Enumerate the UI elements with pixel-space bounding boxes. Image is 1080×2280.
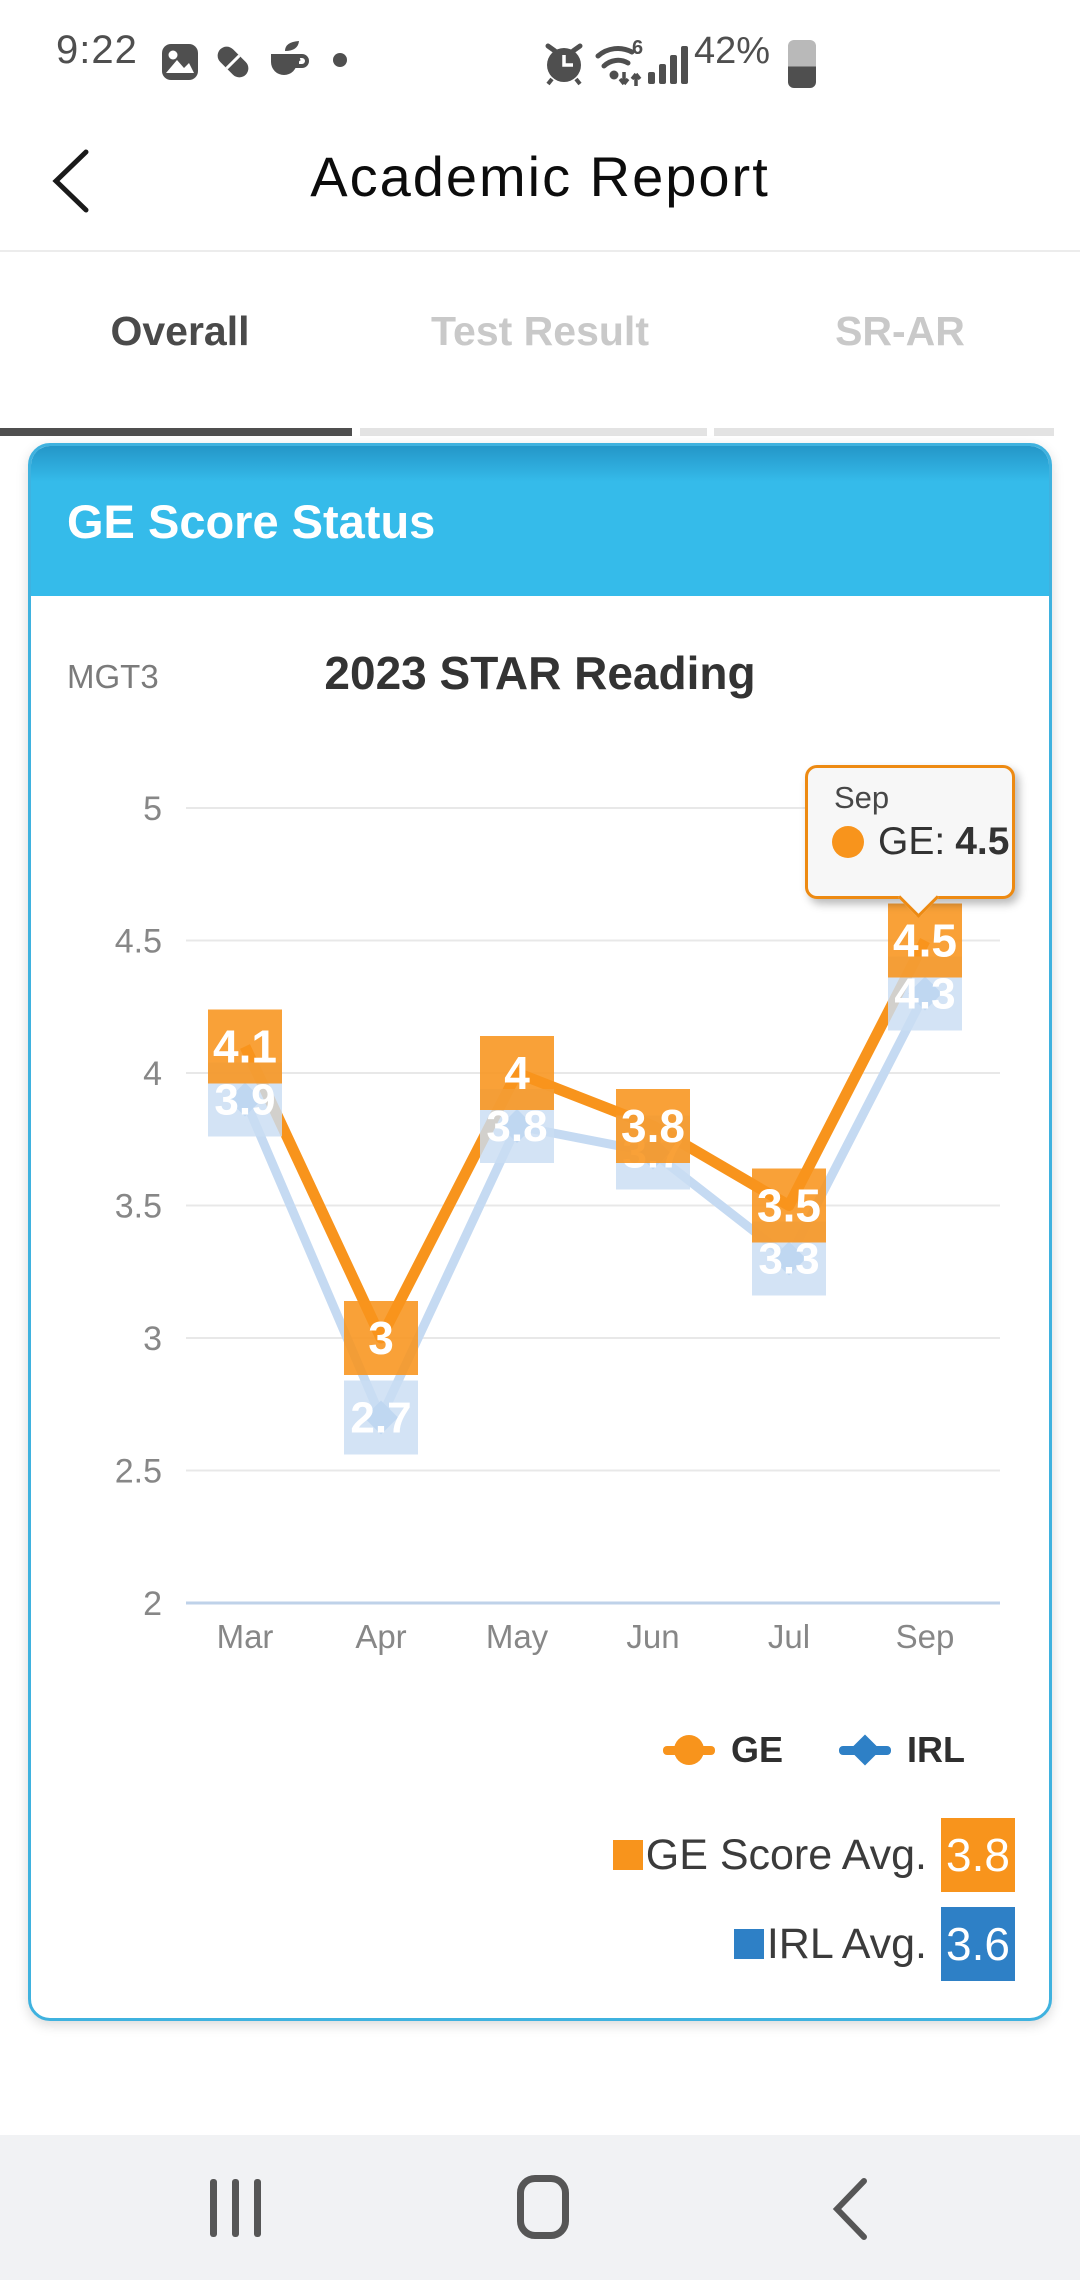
ge-score-chart: 5 4.5 4 3.5 3 2.5 2 Mar Apr May Jun Jul Sep 3.9 2.7 3.8… [115, 790, 1000, 1655]
recents-icon[interactable] [210, 2179, 261, 2237]
y-tick-label: 3 [143, 1320, 162, 1358]
irl-swatch-icon [733, 1929, 764, 1959]
legend-label-irl: IRL [907, 1729, 965, 1770]
home-icon[interactable] [517, 2175, 569, 2239]
ge-point-label: 4.5 [893, 915, 957, 967]
ge-point-label-box[interactable] [616, 1089, 690, 1163]
ge-point-label: 4.1 [213, 1021, 277, 1073]
legend-label-ge: GE [730, 1729, 783, 1770]
x-tick-label: May [486, 1618, 549, 1655]
ge-point-label: 3 [368, 1312, 394, 1364]
ge-point-label: 4 [504, 1047, 530, 1099]
page-title: Academic Report [310, 145, 770, 208]
ge-line [240, 937, 930, 1344]
legend-item-ge[interactable]: GE [662, 1729, 783, 1771]
chart-tooltip: Sep GE: 4.5 [805, 765, 1015, 899]
irl-point-label-box[interactable] [344, 1380, 418, 1455]
y-tick-label: 2.5 [115, 1453, 162, 1491]
irl-line-marker-icon [839, 1733, 891, 1766]
irl-point-label: 3.3 [758, 1235, 819, 1284]
wifi6-icon: 6 [595, 37, 643, 86]
card-header: GE Score Status [31, 446, 1049, 596]
svg-text:6: 6 [632, 37, 643, 59]
tooltip-value: 4.5 [955, 820, 1010, 863]
ge-point-label-box[interactable] [888, 903, 962, 978]
x-tick-label: Jun [626, 1618, 679, 1655]
capsule-icon [217, 46, 249, 78]
tooltip-series: GE: [878, 820, 946, 863]
ge-point-label: 3.5 [757, 1180, 821, 1232]
alarm-icon [545, 43, 583, 86]
x-tick-label: Apr [355, 1618, 406, 1655]
ge-point-label: 3.8 [621, 1100, 685, 1152]
y-tick-label: 5 [143, 790, 162, 828]
x-tick-label: Jul [768, 1618, 810, 1655]
back-button[interactable] [50, 148, 90, 214]
ge-score-average-row: GE Score Avg. 3.8 [612, 1818, 1015, 1892]
legend-item-irl[interactable]: IRL [839, 1729, 965, 1771]
tooltip-month: Sep [834, 780, 890, 815]
battery-percent: 42% [694, 30, 771, 72]
irl-average-value: 3.6 [941, 1907, 1015, 1981]
ge-average-label: GE Score Avg. [645, 1830, 927, 1879]
ge-score-status-card: GE Score Status MGT3 2023 STAR Reading [28, 443, 1052, 2021]
header-divider [0, 250, 1080, 252]
irl-point-label: 3.8 [486, 1102, 547, 1151]
card-header-title: GE Score Status [67, 494, 436, 548]
ge-line-marker-icon [662, 1734, 715, 1765]
circle-marker-icon [673, 1734, 704, 1765]
irl-average-label: IRL Avg. [766, 1919, 927, 1968]
ge-point-label-box[interactable] [480, 1036, 554, 1110]
irl-average-row: IRL Avg. 3.6 [733, 1907, 1015, 1981]
coffee-cup-icon [271, 41, 309, 75]
clock-time: 9:22 [56, 28, 138, 72]
android-nav-bar [0, 2135, 1080, 2280]
status-bar: 9:22 [0, 0, 1080, 100]
notification-dot-icon [333, 53, 347, 67]
ge-series-dot-icon [832, 826, 864, 858]
back-icon[interactable] [832, 2178, 868, 2240]
tab-underline [360, 428, 707, 436]
tab-bar: Overall Test Result SR-AR [0, 252, 1080, 443]
active-tab-indicator [0, 428, 352, 436]
diamond-marker-icon [849, 1733, 881, 1766]
tab-sr-ar[interactable]: SR-AR [835, 308, 965, 354]
x-tick-label: Sep [896, 1618, 955, 1655]
chart-legend: GE IRL [662, 1729, 965, 1771]
tab-underline [714, 428, 1054, 436]
tab-overall[interactable]: Overall [110, 308, 250, 354]
irl-point-label: 2.7 [350, 1394, 411, 1443]
y-tick-label: 3.5 [115, 1188, 162, 1226]
tab-test-result[interactable]: Test Result [431, 308, 649, 354]
ge-point-label-box[interactable] [208, 1009, 282, 1084]
class-group-label: MGT3 [67, 658, 159, 695]
gallery-icon [162, 44, 198, 80]
ge-swatch-icon [612, 1840, 643, 1870]
battery-icon [788, 40, 816, 88]
chart-title: 2023 STAR Reading [324, 647, 756, 699]
ge-point-label-box[interactable] [344, 1301, 418, 1375]
x-tick-label: Mar [217, 1618, 274, 1655]
signal-icon [648, 46, 688, 84]
y-tick-label: 2 [143, 1585, 162, 1623]
irl-point-label: 3.9 [214, 1076, 275, 1125]
ge-point-label-box[interactable] [752, 1168, 826, 1243]
irl-point-label: 4.3 [894, 970, 955, 1019]
ge-average-value: 3.8 [941, 1818, 1015, 1892]
y-tick-label: 4 [143, 1055, 162, 1093]
y-tick-label: 4.5 [115, 923, 162, 961]
